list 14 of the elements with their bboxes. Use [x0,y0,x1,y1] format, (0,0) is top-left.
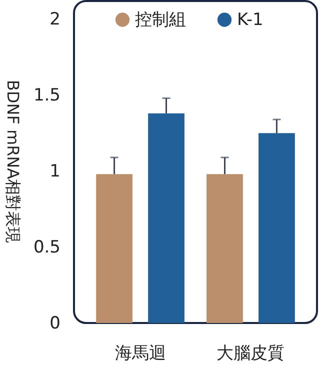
y-axis-title: BDNF mRNA相對表現 [4,80,22,244]
bar [258,133,295,323]
bar [206,174,243,323]
x-tick-label: 大腦皮質 [216,344,285,364]
legend-label: K-1 [237,10,264,30]
y-tick-label: 1.5 [33,86,60,106]
legend-label: 控制組 [135,10,186,30]
y-tick-label: 2 [50,10,60,30]
bar [96,174,132,323]
x-tick-label: 海馬迴 [114,344,166,364]
bar [148,113,184,323]
y-tick-label: 1 [50,162,60,182]
y-tick-label: 0.5 [33,238,60,258]
y-tick-label: 0 [50,314,60,334]
